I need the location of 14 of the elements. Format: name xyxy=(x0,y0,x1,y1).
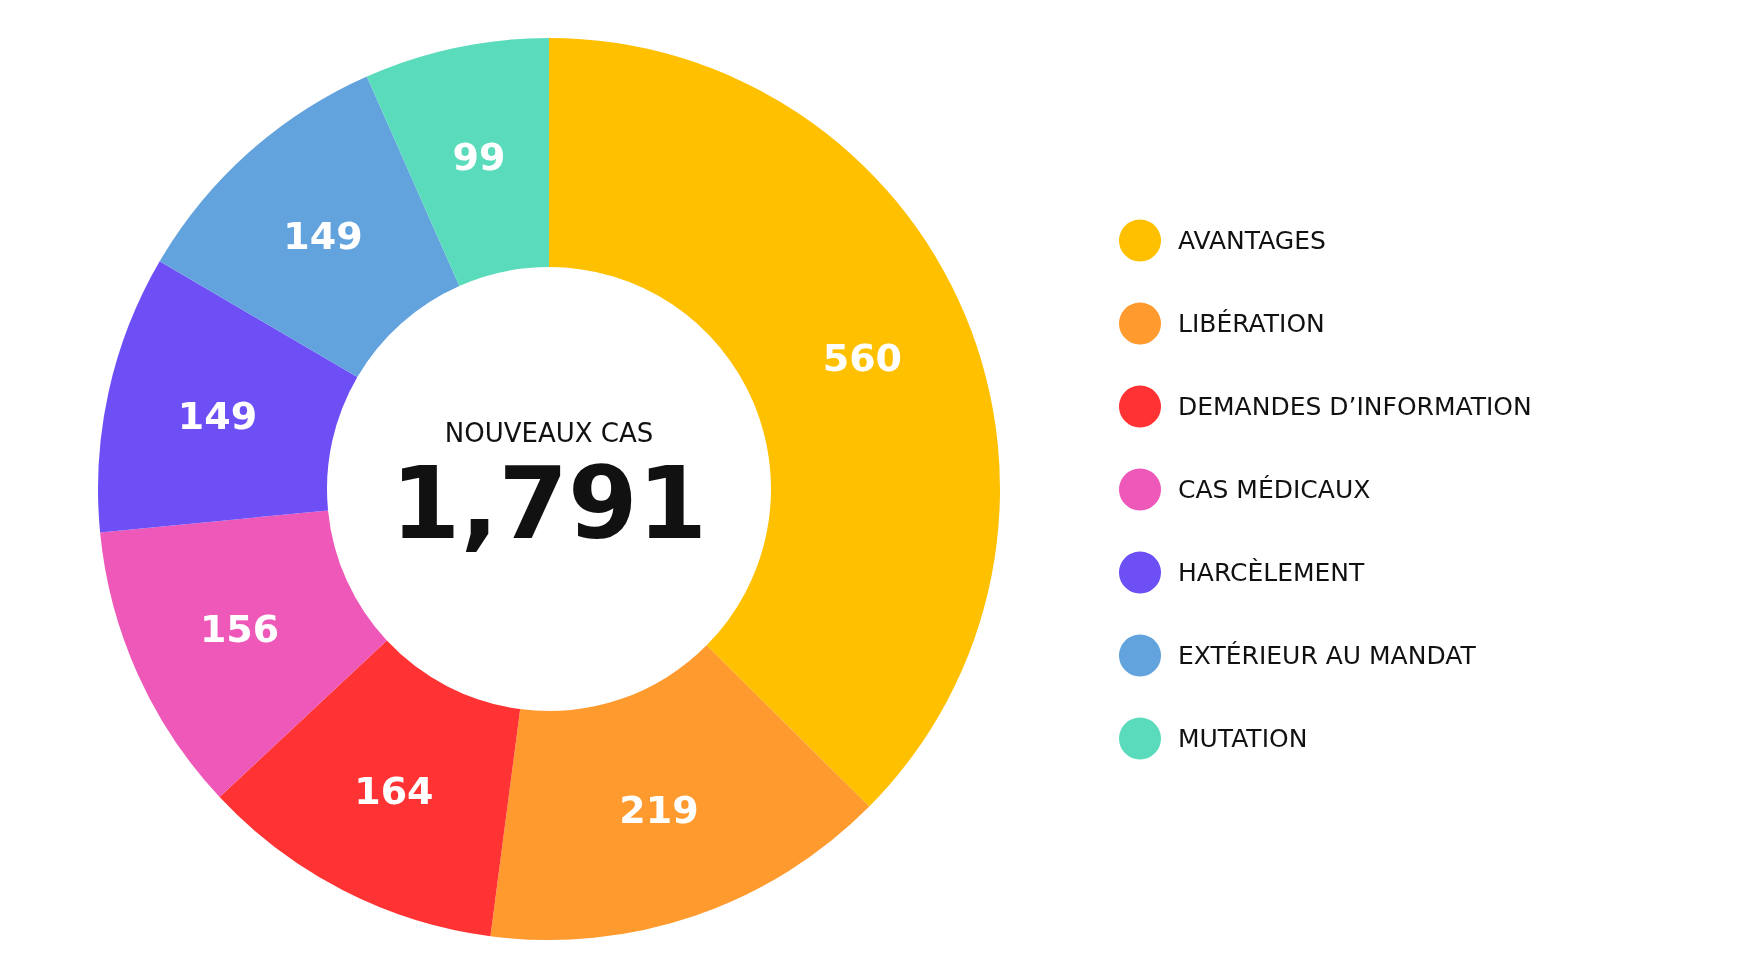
legend-label: EXTÉRIEUR AU MANDAT xyxy=(1178,641,1477,670)
legend-label: CAS MÉDICAUX xyxy=(1178,475,1371,504)
data-label: 560 xyxy=(822,336,903,381)
legend-label: HARCÈLEMENT xyxy=(1178,558,1366,587)
data-label: 149 xyxy=(177,394,258,439)
data-label: 164 xyxy=(354,768,434,813)
data-label: 219 xyxy=(619,788,699,833)
data-label: 156 xyxy=(199,606,280,651)
legend-label: AVANTAGES xyxy=(1178,226,1326,255)
data-label: 99 xyxy=(452,134,506,179)
legend-label: LIBÉRATION xyxy=(1178,309,1325,338)
legend-label: DEMANDES D’INFORMATION xyxy=(1178,392,1532,421)
legend-label: MUTATION xyxy=(1178,724,1308,753)
data-label: 149 xyxy=(283,213,363,258)
